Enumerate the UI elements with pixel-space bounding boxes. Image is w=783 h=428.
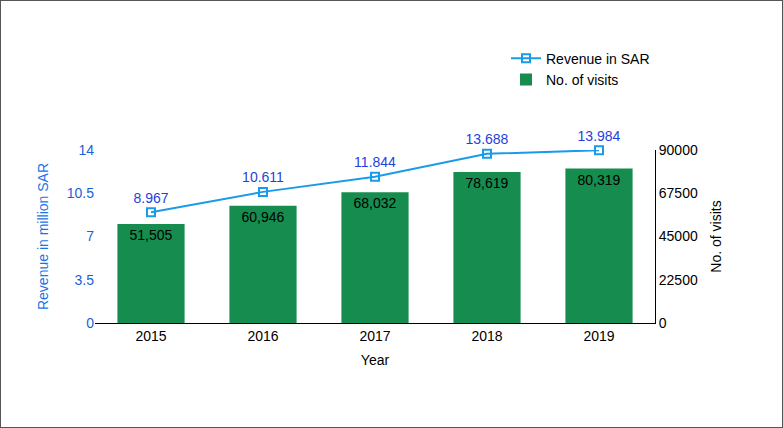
svg-text:78,619: 78,619: [465, 175, 508, 191]
svg-text:10.611: 10.611: [242, 169, 284, 185]
svg-text:13.984: 13.984: [578, 128, 621, 144]
svg-text:90000: 90000: [659, 142, 698, 158]
svg-text:0: 0: [659, 315, 667, 331]
svg-text:2016: 2016: [247, 328, 278, 344]
svg-text:80,319: 80,319: [577, 172, 620, 188]
svg-text:No. of visits: No. of visits: [708, 200, 724, 272]
svg-text:67500: 67500: [659, 185, 698, 201]
svg-text:Revenue in million SAR: Revenue in million SAR: [35, 163, 51, 310]
svg-text:11.844: 11.844: [354, 154, 396, 170]
svg-text:10.5: 10.5: [67, 185, 94, 201]
svg-text:8.967: 8.967: [133, 190, 168, 206]
svg-text:Year: Year: [361, 352, 390, 368]
svg-text:60,946: 60,946: [241, 209, 284, 225]
svg-text:Revenue in SAR: Revenue in SAR: [546, 51, 650, 67]
svg-text:7: 7: [86, 228, 94, 244]
svg-text:45000: 45000: [659, 228, 698, 244]
svg-text:14: 14: [78, 142, 94, 158]
svg-text:22500: 22500: [659, 272, 698, 288]
svg-text:2015: 2015: [135, 328, 166, 344]
svg-text:2017: 2017: [359, 328, 390, 344]
svg-text:51,505: 51,505: [129, 227, 172, 243]
svg-text:3.5: 3.5: [75, 272, 95, 288]
svg-text:13.688: 13.688: [466, 131, 509, 147]
svg-text:No. of visits: No. of visits: [546, 72, 618, 88]
svg-text:68,032: 68,032: [353, 195, 396, 211]
svg-text:2018: 2018: [471, 328, 502, 344]
svg-text:0: 0: [86, 315, 94, 331]
svg-text:2019: 2019: [583, 328, 614, 344]
